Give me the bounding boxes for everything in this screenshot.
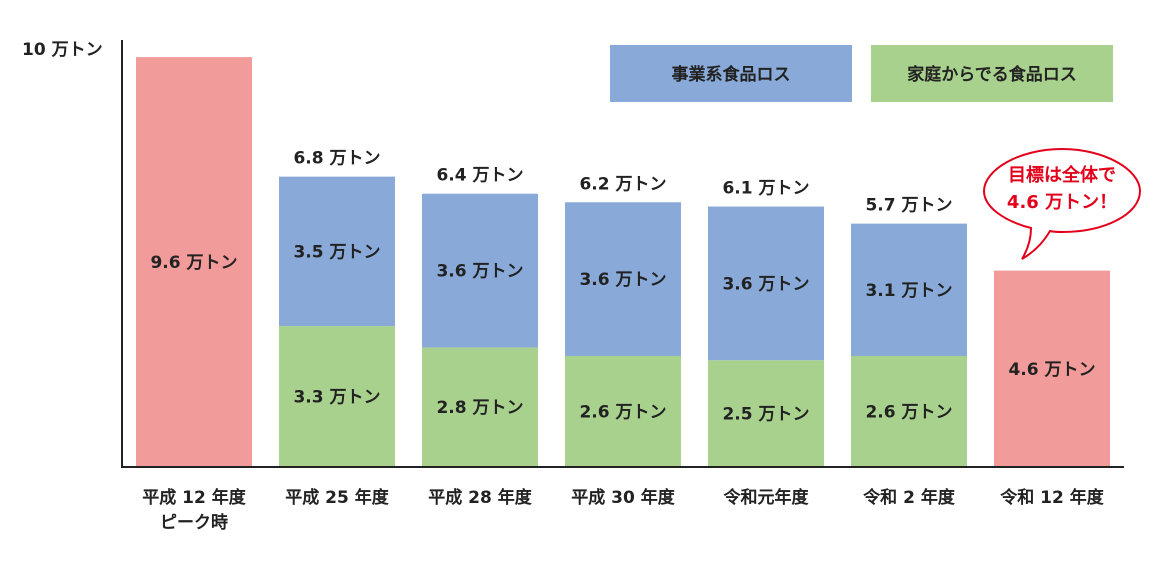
bar-label-6: 4.6 万トン	[1008, 360, 1095, 380]
bar-household-2	[422, 347, 538, 467]
bars-group	[136, 57, 1110, 468]
target-callout: 目標は全体で 4.6 万トン！	[982, 147, 1142, 260]
legend-swatch-business	[610, 45, 852, 102]
bar-business-label-1: 3.5 万トン	[293, 242, 380, 262]
bar-household-label-4: 2.5 万トン	[722, 405, 809, 425]
bar-total-label-2: 6.4 万トン	[436, 166, 523, 186]
x-tick-label-2: 平成 28 年度	[428, 487, 532, 508]
bar-business-3	[565, 202, 681, 356]
bar-label-0: 9.6 万トン	[150, 253, 237, 273]
bar-total-0	[136, 57, 252, 468]
x-tick-label-0-0: 平成 12 年度	[142, 487, 246, 508]
bar-business-label-2: 3.6 万トン	[436, 262, 523, 282]
bar-household-3	[565, 355, 681, 467]
legend-label-household: 家庭からでる食品ロス	[907, 64, 1077, 85]
bar-business-2	[422, 193, 538, 348]
bar-total-label-4: 6.1 万トン	[722, 179, 809, 199]
bar-business-5	[851, 223, 967, 356]
x-tick-label-1: 平成 25 年度	[285, 487, 389, 508]
axes-group: 10 万トン	[22, 40, 1124, 468]
x-tick-label-0-1: ピーク時	[160, 512, 228, 533]
bar-total-6	[994, 270, 1110, 467]
bar-total-label-3: 6.2 万トン	[579, 174, 666, 194]
bar-business-1	[279, 176, 395, 327]
bar-household-label-1: 3.3 万トン	[293, 388, 380, 408]
legend: 事業系食品ロス 家庭からでる食品ロス	[610, 45, 1113, 102]
bar-household-4	[708, 360, 824, 467]
bar-business-4	[708, 206, 824, 361]
bar-business-label-5: 3.1 万トン	[865, 281, 952, 301]
y-axis-unit-label: 10 万トン	[22, 40, 103, 60]
bar-business-label-4: 3.6 万トン	[722, 274, 809, 294]
x-tick-label-6: 令和 12 年度	[1000, 487, 1104, 508]
bar-household-label-3: 2.6 万トン	[579, 402, 666, 422]
speech-bubble	[982, 147, 1142, 260]
bar-household-label-5: 2.6 万トン	[865, 402, 952, 422]
legend-swatch-household	[871, 45, 1113, 102]
x-tick-label-5: 令和 2 年度	[863, 487, 956, 508]
bar-business-label-3: 3.6 万トン	[579, 270, 666, 290]
x-tick-label-3: 平成 30 年度	[571, 487, 675, 508]
legend-label-business: 事業系食品ロス	[672, 64, 791, 85]
bar-total-label-1: 6.8 万トン	[293, 149, 380, 169]
bar-household-5	[851, 355, 967, 467]
callout-line-2: 4.6 万トン！	[1007, 192, 1117, 213]
callout-line-1: 目標は全体で	[1008, 164, 1116, 186]
bar-total-label-5: 5.7 万トン	[865, 196, 952, 216]
bar-household-label-2: 2.8 万トン	[436, 398, 523, 418]
bar-household-1	[279, 326, 395, 467]
x-tick-label-4: 令和元年度	[724, 487, 810, 508]
